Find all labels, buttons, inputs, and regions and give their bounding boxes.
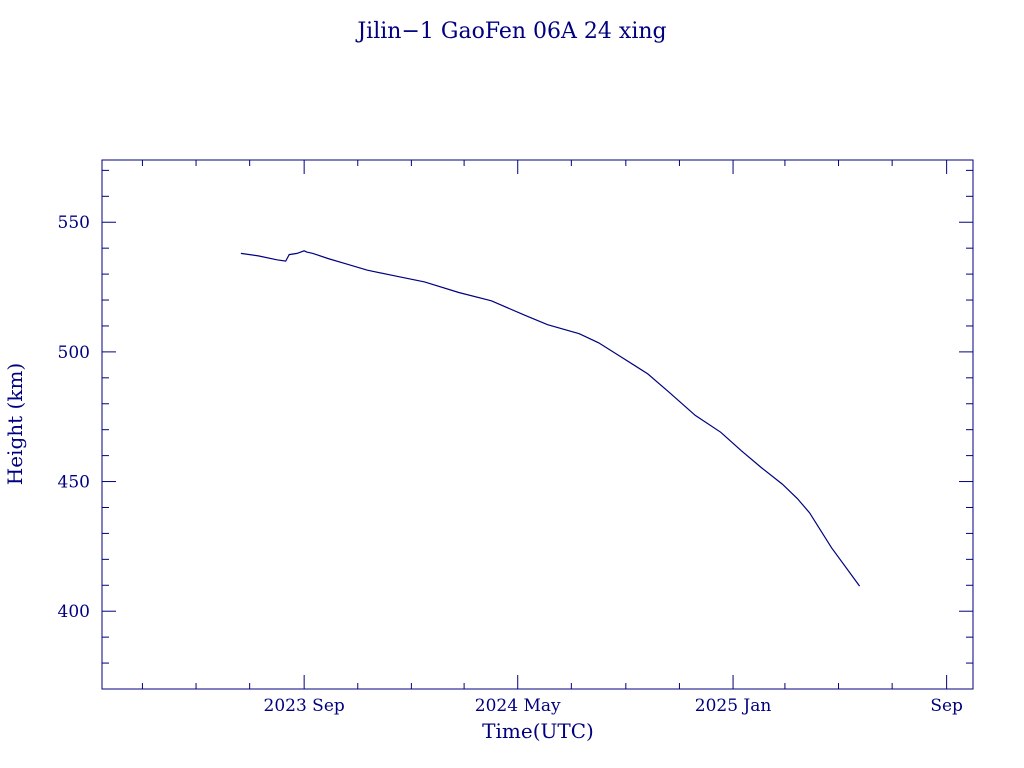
series-line (240, 250, 861, 587)
y-axis-label: Height (km) (3, 363, 27, 485)
axis-ticks (102, 160, 973, 689)
y-tick-label: 450 (58, 473, 90, 493)
x-tick-labels: 2023 Sep 2024 May 2025 Jan Sep (264, 696, 964, 716)
x-tick-label: 2025 Jan (695, 696, 772, 716)
plot-frame (101, 159, 974, 690)
y-tick-labels: 400 450 500 550 (58, 213, 90, 622)
x-axis-label: Time(UTC) (482, 719, 594, 743)
x-tick-label: Sep (930, 696, 963, 716)
y-tick-label: 550 (58, 213, 90, 233)
y-tick-label: 400 (58, 602, 90, 622)
y-tick-label: 500 (58, 343, 90, 363)
chart-title: Jilin−1 GaoFen 06A 24 xing (355, 19, 666, 44)
x-tick-label: 2024 May (475, 696, 561, 716)
x-tick-label: 2023 Sep (264, 696, 345, 716)
